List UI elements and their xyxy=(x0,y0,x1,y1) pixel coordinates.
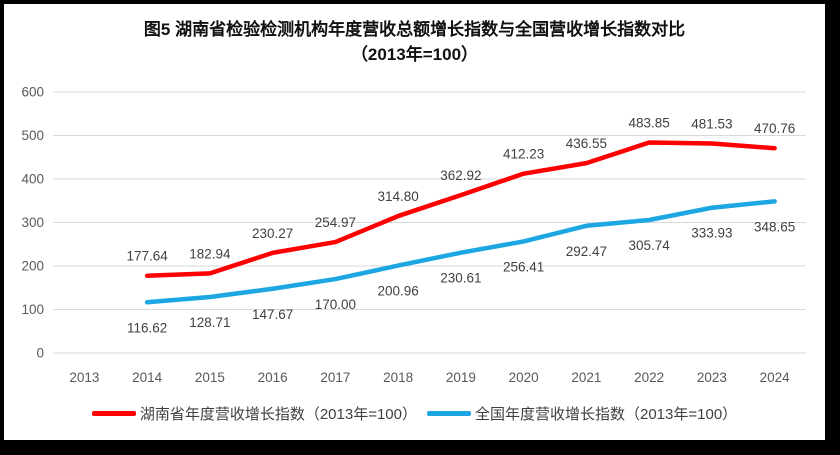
svg-text:2017: 2017 xyxy=(320,370,350,385)
legend-label-hunan: 湖南省年度营收增长指数（2013年=100） xyxy=(139,406,417,423)
svg-text:348.65: 348.65 xyxy=(754,219,795,234)
svg-text:362.92: 362.92 xyxy=(440,168,481,183)
chart-title-line2: （2013年=100） xyxy=(350,45,479,64)
svg-text:2014: 2014 xyxy=(132,370,163,385)
svg-text:470.76: 470.76 xyxy=(754,121,795,136)
legend-item-national: 全国年度营收增长指数（2013年=100） xyxy=(427,403,737,424)
svg-text:600: 600 xyxy=(21,85,44,100)
svg-text:2022: 2022 xyxy=(634,370,664,385)
svg-text:230.27: 230.27 xyxy=(252,226,293,241)
legend-line-sample-hunan-icon xyxy=(91,411,136,416)
svg-text:305.74: 305.74 xyxy=(628,238,670,253)
svg-text:483.85: 483.85 xyxy=(628,116,669,131)
svg-text:182.94: 182.94 xyxy=(189,246,231,261)
svg-text:314.80: 314.80 xyxy=(377,189,418,204)
svg-text:2016: 2016 xyxy=(258,370,288,385)
svg-text:170.00: 170.00 xyxy=(315,297,356,312)
svg-text:2015: 2015 xyxy=(195,370,225,385)
svg-text:2020: 2020 xyxy=(509,370,539,385)
svg-text:128.71: 128.71 xyxy=(189,315,230,330)
legend-label-national: 全国年度营收增长指数（2013年=100） xyxy=(475,406,738,423)
svg-text:2013: 2013 xyxy=(69,370,99,385)
chart-legend: 湖南省年度营收增长指数（2013年=100） 全国年度营收增长指数（2013年=… xyxy=(4,403,825,424)
svg-text:2019: 2019 xyxy=(446,370,476,385)
chart-title: 图5 湖南省检验检测机构年度营收总额增长指数与全国营收增长指数对比 （2013年… xyxy=(4,17,825,67)
svg-text:2024: 2024 xyxy=(760,370,791,385)
svg-text:400: 400 xyxy=(21,172,44,187)
svg-text:481.53: 481.53 xyxy=(691,117,732,132)
svg-text:100: 100 xyxy=(21,302,44,317)
svg-text:300: 300 xyxy=(21,215,44,230)
svg-text:147.67: 147.67 xyxy=(252,307,293,322)
svg-text:177.64: 177.64 xyxy=(126,249,168,264)
chart-title-line1: 图5 湖南省检验检测机构年度营收总额增长指数与全国营收增长指数对比 xyxy=(143,20,686,39)
svg-text:200.96: 200.96 xyxy=(377,284,418,299)
svg-text:333.93: 333.93 xyxy=(691,226,732,241)
svg-text:254.97: 254.97 xyxy=(315,215,356,230)
svg-text:2023: 2023 xyxy=(697,370,727,385)
svg-text:116.62: 116.62 xyxy=(127,320,167,335)
svg-text:200: 200 xyxy=(21,259,44,274)
svg-text:256.41: 256.41 xyxy=(503,259,544,274)
line-chart-plot-area: 0 100 200 300 400 500 600 2013 2014 2015 2016 2017 2… xyxy=(21,85,806,385)
legend-item-hunan: 湖南省年度营收增长指数（2013年=100） xyxy=(91,403,417,424)
svg-text:436.55: 436.55 xyxy=(566,136,607,151)
svg-text:230.61: 230.61 xyxy=(440,271,481,286)
svg-text:292.47: 292.47 xyxy=(566,244,607,259)
svg-text:412.23: 412.23 xyxy=(503,147,544,162)
legend-line-sample-national-icon xyxy=(427,411,471,416)
svg-text:0: 0 xyxy=(36,346,44,361)
svg-text:500: 500 xyxy=(21,128,44,143)
svg-text:2018: 2018 xyxy=(383,370,413,385)
svg-text:2021: 2021 xyxy=(571,370,601,385)
